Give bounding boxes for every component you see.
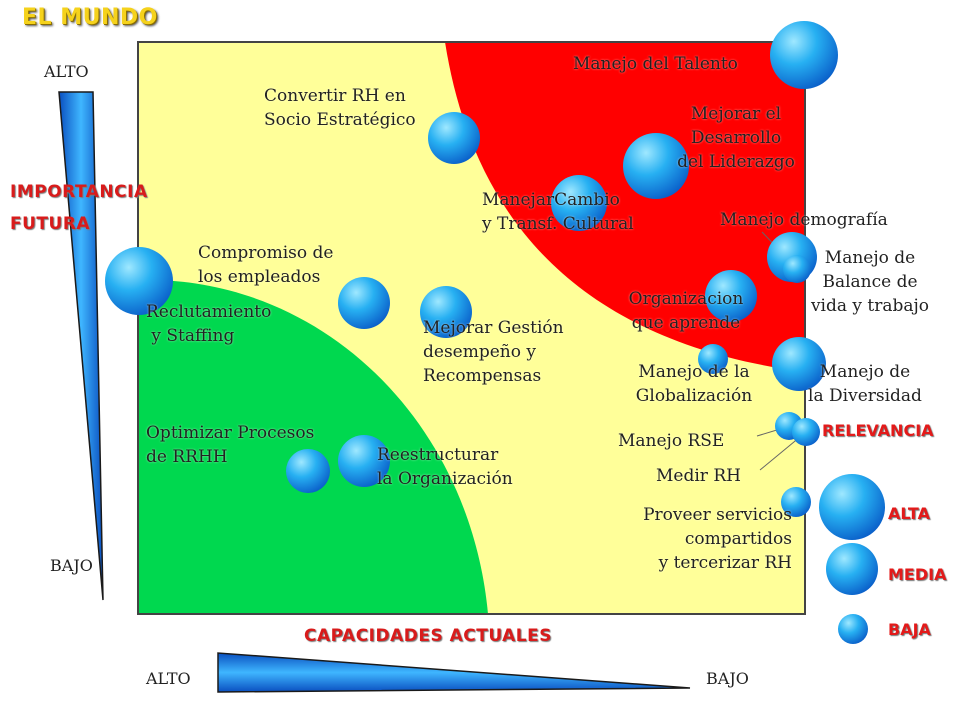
legend-bubble-alta (819, 474, 885, 540)
item-label-convertir-rh: Convertir RH en Socio Estratégico (264, 86, 416, 130)
item-label-reestructurar: Reestructurar la Organización (377, 445, 513, 489)
importance-wedge (58, 91, 104, 601)
item-label-manejo-talento: Manejo del Talento (573, 54, 738, 74)
x-axis-low-label: BAJO (706, 669, 749, 688)
y-axis-title-line1: IMPORTANCIA (10, 182, 148, 202)
item-label-compromiso: Compromiso de los empleados (198, 243, 334, 287)
item-label-globalizacion: Manejo de la Globalización (635, 362, 753, 406)
bubble-compromiso (338, 277, 390, 329)
bubble-diversidad (772, 337, 826, 391)
item-label-rse: Manejo RSE (618, 431, 725, 451)
y-axis-high-label: ALTO (44, 62, 89, 81)
page-title: EL MUNDO (22, 5, 158, 30)
item-label-diversidad: Manejo de la Diversidad (808, 362, 922, 406)
bubble-reclutamiento (105, 247, 173, 315)
capability-wedge (217, 652, 691, 693)
bubble-globalizacion (698, 344, 728, 374)
item-label-organizacion-aprende: Organizacion que aprende (628, 289, 744, 333)
bubble-organizacion-aprende (705, 270, 757, 322)
bubble-desarrollo-liderazgo (623, 133, 689, 199)
item-label-manejar-cambio: ManejarCambio y Transf. Cultural (482, 190, 634, 234)
item-label-desarrollo-liderazgo: Mejorar el Desarrollo del Liderazgo (677, 104, 795, 172)
x-axis-high-label: ALTO (146, 669, 191, 688)
bubble-gestion-desempeno (420, 286, 472, 338)
bubble-optimizar-procesos (286, 449, 330, 493)
legend-title: RELEVANCIA (822, 421, 934, 440)
x-axis-title: CAPACIDADES ACTUALES (304, 626, 552, 646)
legend-bubble-baja (838, 614, 868, 644)
legend-label-baja: BAJA (888, 620, 931, 639)
item-label-reclutamiento: Reclutamiento y Staffing (146, 302, 272, 346)
bubble-manejo-talento (770, 21, 838, 89)
legend-label-media: MEDIA (888, 565, 947, 584)
item-label-medir-rh: Medir RH (656, 466, 741, 486)
bubble-reestructurar (338, 435, 390, 487)
y-axis-low-label: BAJO (50, 556, 93, 575)
item-label-balance-vida: Manejo de Balance de vida y trabajo (810, 248, 930, 316)
legend-label-alta: ALTA (888, 504, 930, 523)
bubble-proveer-servicios (781, 487, 811, 517)
y-axis-title-line2: FUTURA (10, 214, 91, 234)
bubble-convertir-rh (428, 112, 480, 164)
bubble-medir-rh (792, 418, 820, 446)
zone-green (138, 279, 488, 614)
item-label-proveer-servicios: Proveer servicios compartidos y terceriz… (643, 505, 792, 573)
bubble-balance-vida (783, 255, 811, 283)
legend-bubble-media (826, 543, 878, 595)
item-label-gestion-desempeno: Mejorar Gestión desempeño y Recompensas (423, 318, 564, 386)
item-label-optimizar-procesos: Optimizar Procesos de RRHH (146, 423, 315, 467)
item-label-manejo-demografia: Manejo demografía (720, 210, 888, 230)
bubble-manejar-cambio (551, 175, 607, 231)
